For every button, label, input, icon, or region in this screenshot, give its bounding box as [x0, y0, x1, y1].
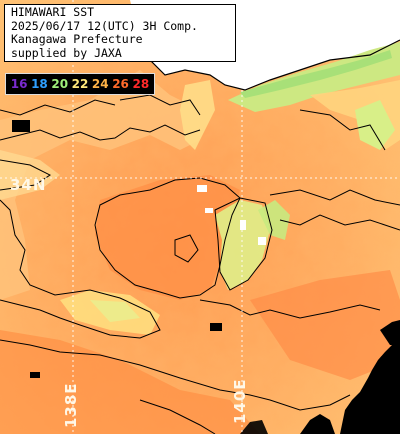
lat-label-34n: 34N — [10, 176, 47, 194]
legend-value-26: 26 — [112, 77, 129, 91]
warm-core — [95, 175, 240, 300]
cool-zone-west — [0, 70, 200, 300]
sst-contours — [0, 94, 400, 434]
sst-legend: 16 18 20 22 24 26 28 — [5, 73, 155, 95]
legend-value-24: 24 — [91, 77, 109, 91]
cloud-mask-s2 — [240, 420, 268, 434]
cool-zone-south-green — [90, 300, 140, 322]
warm-southeast — [250, 270, 400, 380]
title-product: HIMAWARI SST — [11, 5, 95, 19]
lon-label-138e: 138E — [62, 382, 80, 428]
legend-value-28: 28 — [132, 77, 150, 91]
legend-value-20: 20 — [51, 77, 69, 91]
cloud-mask-se — [340, 340, 400, 434]
title-datetime: 2025/06/17 12(UTC) 3H Comp. — [11, 18, 198, 33]
coastal-green-dark — [240, 50, 392, 98]
cloud-mask-e — [380, 320, 400, 345]
legend-value-16: 16 — [10, 77, 28, 91]
coastline — [139, 39, 400, 91]
cloud-patch — [30, 372, 40, 378]
title-region: Kanagawa Prefecture — [11, 32, 143, 46]
cloud-mask-s — [300, 414, 335, 434]
cloud-patch — [12, 120, 30, 132]
coastal-green-east — [355, 100, 395, 150]
island-oshima — [197, 185, 207, 192]
izu-coast — [180, 80, 215, 150]
island — [258, 237, 266, 245]
legend-value-18: 18 — [31, 77, 48, 91]
legend-value-22: 22 — [71, 77, 89, 91]
cloud-patch — [210, 323, 222, 331]
warm-southwest — [0, 330, 260, 434]
map-title-box: HIMAWARI SST 2025/06/17 12(UTC) 3H Comp.… — [4, 4, 236, 62]
island — [240, 220, 246, 230]
title-credit: supplied by JAXA — [11, 45, 122, 60]
bay-cool-2 — [258, 200, 290, 240]
lon-label-140e: 140E — [231, 378, 249, 424]
island — [205, 208, 213, 213]
